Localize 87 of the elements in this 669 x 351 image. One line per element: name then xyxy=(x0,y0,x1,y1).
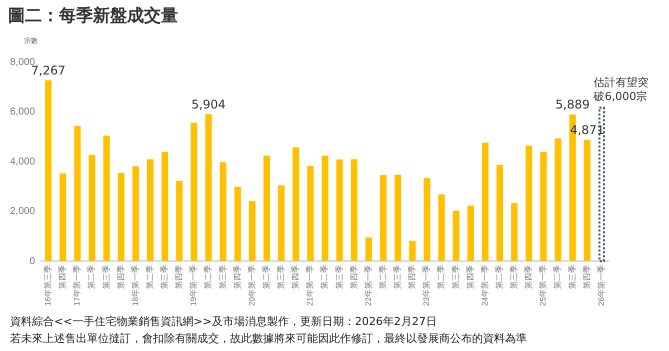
y-tick-label: 2,000 xyxy=(10,206,36,218)
x-tick-label: 第三季 xyxy=(334,265,344,290)
bar xyxy=(380,174,387,262)
x-tick-label: 第二季 xyxy=(436,265,446,290)
bar xyxy=(132,166,139,262)
x-tick-label: 20年第一季 xyxy=(247,265,256,306)
data-label: 5,889 xyxy=(555,98,590,112)
bar xyxy=(88,154,96,262)
bar xyxy=(365,237,372,262)
bar xyxy=(234,186,241,262)
y-tick-label: 0 xyxy=(29,256,36,267)
text: 若未來上述售出單位撻訂，會扣除有關成交，故此數據將來可能因此作修訂，最終以發展商公布的資料為準 xyxy=(10,331,527,347)
bar xyxy=(496,165,504,262)
x-tick-label: 第二季 xyxy=(553,265,562,290)
bar xyxy=(526,146,532,262)
bar xyxy=(60,173,66,262)
bar xyxy=(350,159,358,262)
x-tick-label: 第二季 xyxy=(320,265,330,290)
x-tick-label: 23年第一季 xyxy=(422,265,432,306)
bar xyxy=(74,126,81,262)
x-tick-label: 21年第一季 xyxy=(306,265,315,306)
bar xyxy=(336,160,343,262)
bar xyxy=(205,114,212,262)
y-tick-label: 6,000 xyxy=(10,106,36,118)
x-tick-label: 第三季 xyxy=(218,265,228,290)
bar xyxy=(394,174,402,262)
x-tick-label: 第二季 xyxy=(145,265,154,290)
x-tick-label: 第四季 xyxy=(466,265,475,290)
x-tick-label: 19年第一季 xyxy=(189,265,198,306)
bar xyxy=(292,147,300,262)
x-tick-label: 第四季 xyxy=(291,265,300,290)
x-tick-label: 第三季 xyxy=(510,265,519,290)
bar xyxy=(554,138,562,262)
annotation: 估計有望突破6,000宗 xyxy=(592,76,649,104)
bar xyxy=(482,142,488,262)
bar xyxy=(278,185,285,262)
x-tick-label: 第三季 xyxy=(102,265,111,290)
bar xyxy=(438,194,445,262)
x-tick-label: 第四季 xyxy=(582,265,592,290)
bar xyxy=(424,178,430,262)
y-tick-label: 8,000 xyxy=(10,56,36,68)
chart-title: 圖二：每季新盤成交量 xyxy=(8,5,178,27)
bar xyxy=(511,203,518,262)
x-tick-label: 18年第一季 xyxy=(130,265,140,306)
x-tick-label: 第三季 xyxy=(276,265,286,290)
x-tick-label: 24年第一季 xyxy=(480,265,490,306)
bar xyxy=(307,166,314,262)
bar xyxy=(409,240,416,262)
text: 資料綜合<<一手住宅物業銷售資訊網>>及市場消息製作，更新日期：2026年2月27日 xyxy=(10,314,438,330)
bar xyxy=(45,80,52,262)
x-tick-label: 第四季 xyxy=(232,265,242,290)
x-tick-label: 第三季 xyxy=(451,265,460,290)
x-tick-label: 16年第三季 xyxy=(44,265,53,306)
x-tick-label: 第四季 xyxy=(349,265,358,290)
x-tick-label: 第四季 xyxy=(174,265,184,290)
bar xyxy=(103,136,110,262)
bar xyxy=(263,156,270,262)
bar xyxy=(146,159,154,262)
bar xyxy=(190,122,198,262)
x-tick-label: 25年第一季 xyxy=(538,265,548,306)
x-tick-label: 第三季 xyxy=(160,265,170,290)
bar xyxy=(176,180,183,262)
x-tick-label: 第三季 xyxy=(568,265,577,290)
x-tick-label: 17年第一季 xyxy=(72,265,82,306)
bar xyxy=(248,201,256,262)
x-tick-label: 22年第一季 xyxy=(364,265,373,306)
x-tick-label: 第四季 xyxy=(408,265,417,290)
bar xyxy=(220,162,226,262)
x-tick-label: 第二季 xyxy=(87,265,96,290)
x-tick-label: 第二季 xyxy=(262,265,271,290)
x-tick-label: 第四季 xyxy=(58,265,68,290)
bar xyxy=(322,156,328,262)
bar xyxy=(584,140,590,262)
x-tick-label: 第二季 xyxy=(494,265,504,290)
bar xyxy=(162,152,168,262)
bar xyxy=(467,206,474,262)
bar xyxy=(118,173,124,262)
x-tick-label: 第三季 xyxy=(393,265,402,290)
x-tick-label: 第四季 xyxy=(524,265,534,290)
x-tick-label: 第二季 xyxy=(204,265,213,290)
y-tick-label: 4,000 xyxy=(10,156,36,168)
bar xyxy=(540,152,547,262)
x-tick-label: 26年第一季 xyxy=(596,265,606,306)
x-tick-label: 第四季 xyxy=(116,265,126,290)
x-tick-label: 第二季 xyxy=(378,265,388,290)
data-label: 5,904 xyxy=(191,97,226,112)
bar xyxy=(452,210,460,262)
